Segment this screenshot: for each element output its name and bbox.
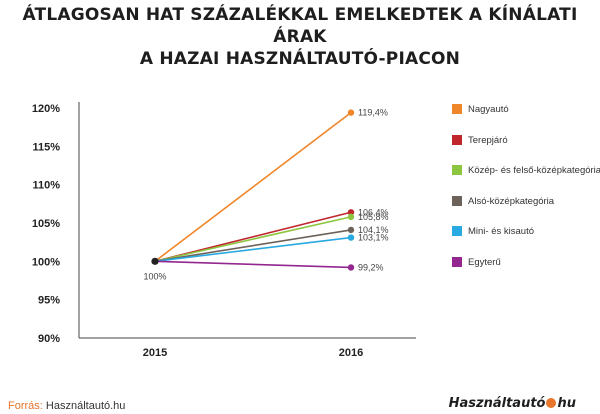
start-point-label: 100% xyxy=(143,271,166,281)
legend-item: Terepjáró xyxy=(452,134,598,166)
logo-suffix: hu xyxy=(557,396,576,411)
y-tick-label: 90% xyxy=(38,333,60,345)
series-end-label: 119,4% xyxy=(358,108,388,118)
legend-label: Nagyautó xyxy=(468,104,509,115)
series-line xyxy=(154,229,352,263)
series-end-point xyxy=(347,234,355,241)
series-end-label: 99,2% xyxy=(358,262,384,272)
start-point xyxy=(151,257,159,265)
legend-label: Terepjáró xyxy=(468,134,508,146)
legend-label: Közép- és felső-középkategória xyxy=(468,165,600,177)
x-tick-label: 2015 xyxy=(143,347,167,359)
legend-swatch xyxy=(452,134,462,145)
series-line xyxy=(154,216,352,263)
y-tick-label: 115% xyxy=(32,141,60,153)
series-end-point xyxy=(347,109,355,116)
legend-label: Alsó-középkategória xyxy=(468,195,555,207)
y-tick-label: 105% xyxy=(32,218,60,230)
series-end-label: 104,1% xyxy=(358,225,389,235)
legend-swatch xyxy=(452,256,462,267)
chart-legend: Nagyautó Terepjáró Közép- és felső-középka… xyxy=(452,104,600,288)
legend-item: Nagyautó xyxy=(452,104,598,135)
chart-title: ÁTLAGOSAN HAT SZÁZALÉKKAL EMELKEDTEK A K… xyxy=(0,4,600,70)
legend-item: Közép- és felső-középkategória xyxy=(452,165,600,196)
series-end-label: 103,1% xyxy=(358,233,389,243)
series-end-point xyxy=(347,264,355,271)
brand-logo[interactable]: Használtautó hu xyxy=(449,396,576,411)
chart-title-line-2: A HAZAI HASZNÁLTAUTÓ-PIACON xyxy=(139,49,461,69)
legend-swatch xyxy=(452,226,462,237)
logo-text: Használtautó xyxy=(448,396,546,411)
legend-label: Mini- és kisautó xyxy=(468,226,534,238)
legend-item: Alsó-középkategória xyxy=(452,195,598,227)
x-tick-label: 2016 xyxy=(339,347,363,359)
series-end-point xyxy=(347,226,355,234)
legend-item: Egyterű xyxy=(452,256,598,288)
y-tick-label: 95% xyxy=(38,295,60,307)
legend-swatch xyxy=(452,104,462,114)
legend-label: Egyterű xyxy=(468,256,501,268)
source-note: Forrás: Használtautó.hu xyxy=(8,400,125,412)
series-line xyxy=(154,111,352,262)
series-end-label: 106,4% xyxy=(358,207,389,217)
source-prefix: Forrás: xyxy=(8,400,43,412)
legend-swatch xyxy=(452,195,462,206)
y-tick-label: 100% xyxy=(32,256,60,268)
logo-dot-icon xyxy=(546,398,557,408)
legend-item: Mini- és kisautó xyxy=(452,226,598,257)
legend-swatch xyxy=(452,165,462,176)
y-tick-label: 120% xyxy=(32,103,60,115)
series-end-point xyxy=(347,213,355,221)
source-text: Használtautó.hu xyxy=(45,400,126,412)
y-tick-label: 110% xyxy=(32,180,60,192)
series-line xyxy=(154,236,352,263)
series-end-point xyxy=(347,209,355,216)
series-end-label: 105,8% xyxy=(358,212,389,222)
chart-title-line-1: ÁTLAGOSAN HAT SZÁZALÉKKAL EMELKEDTEK A K… xyxy=(22,5,578,47)
series-line xyxy=(154,260,352,269)
